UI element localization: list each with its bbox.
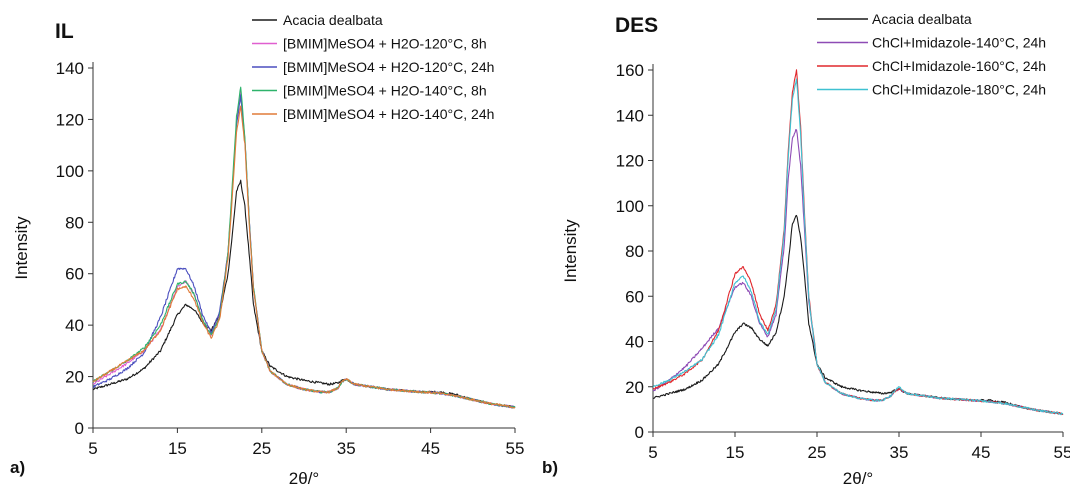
y-tick-label: 20 — [625, 378, 644, 397]
legend-label: [BMIM]MeSO4 + H2O-120°C, 24h — [283, 59, 494, 75]
y-tick-label: 120 — [616, 152, 644, 171]
x-tick-label: 55 — [1054, 443, 1070, 462]
x-tick-label: 25 — [808, 443, 827, 462]
series-line — [92, 179, 516, 409]
x-tick-label: 25 — [252, 439, 271, 458]
legend-label: Acacia dealbata — [283, 12, 383, 28]
y-axis-title: Intensity — [12, 216, 31, 280]
series-line — [652, 69, 1064, 416]
series-line — [92, 86, 516, 409]
legend-label: Acacia dealbata — [872, 11, 972, 27]
y-tick-label: 20 — [65, 368, 84, 387]
y-tick-label: 100 — [56, 162, 84, 181]
y-tick-label: 140 — [56, 59, 84, 78]
legend-label: [BMIM]MeSO4 + H2O-120°C, 8h — [283, 36, 487, 52]
x-tick-label: 5 — [88, 439, 97, 458]
x-tick-label: 35 — [337, 439, 356, 458]
y-tick-label: 60 — [625, 287, 644, 306]
x-tick-label: 15 — [168, 439, 187, 458]
y-tick-label: 60 — [65, 265, 84, 284]
y-tick-label: 120 — [56, 110, 84, 129]
panel-label: b) — [542, 458, 558, 477]
chart-il: IL a) 0 20 40 60 80 100 120 140 5 15 25 35 45 55 2θ/° Int… — [10, 12, 525, 488]
series-line — [652, 78, 1064, 416]
x-axis-title: 2θ/° — [843, 469, 873, 488]
x-tick-label: 5 — [648, 443, 657, 462]
y-tick-label: 160 — [616, 61, 644, 80]
series-line — [92, 94, 516, 408]
legend-label: ChCl+Imidazole-140°C, 24h — [872, 35, 1046, 51]
panel-label: a) — [10, 458, 25, 477]
x-tick-label: 45 — [972, 443, 991, 462]
y-tick-label: 80 — [625, 242, 644, 261]
series-line — [92, 89, 516, 409]
x-tick-label: 15 — [726, 443, 745, 462]
series-line — [652, 129, 1064, 415]
chart-heading: DES — [615, 14, 658, 37]
x-axis-title: 2θ/° — [289, 469, 319, 488]
legend-label: [BMIM]MeSO4 + H2O-140°C, 8h — [283, 83, 487, 99]
y-axis-title: Intensity — [561, 219, 580, 283]
y-tick-label: 80 — [65, 213, 84, 232]
y-tick-label: 0 — [635, 423, 644, 442]
y-tick-label: 100 — [616, 197, 644, 216]
y-tick-label: 40 — [625, 333, 644, 352]
y-tick-label: 140 — [616, 106, 644, 125]
x-tick-label: 35 — [890, 443, 909, 462]
y-tick-label: 40 — [65, 316, 84, 335]
x-tick-label: 55 — [506, 439, 525, 458]
legend-label: [BMIM]MeSO4 + H2O-140°C, 24h — [283, 106, 494, 122]
series-line — [92, 105, 516, 409]
legend-label: ChCl+Imidazole-160°C, 24h — [872, 58, 1046, 74]
chart-heading: IL — [55, 20, 74, 43]
x-tick-label: 45 — [421, 439, 440, 458]
y-tick-label: 0 — [75, 419, 84, 438]
legend-label: ChCl+Imidazole-180°C, 24h — [872, 82, 1046, 98]
chart-des: DES b) 0 20 40 60 80 100 120 140 160 5 15 25 35 45 55 2θ/… — [542, 11, 1070, 488]
series-line — [652, 214, 1063, 416]
